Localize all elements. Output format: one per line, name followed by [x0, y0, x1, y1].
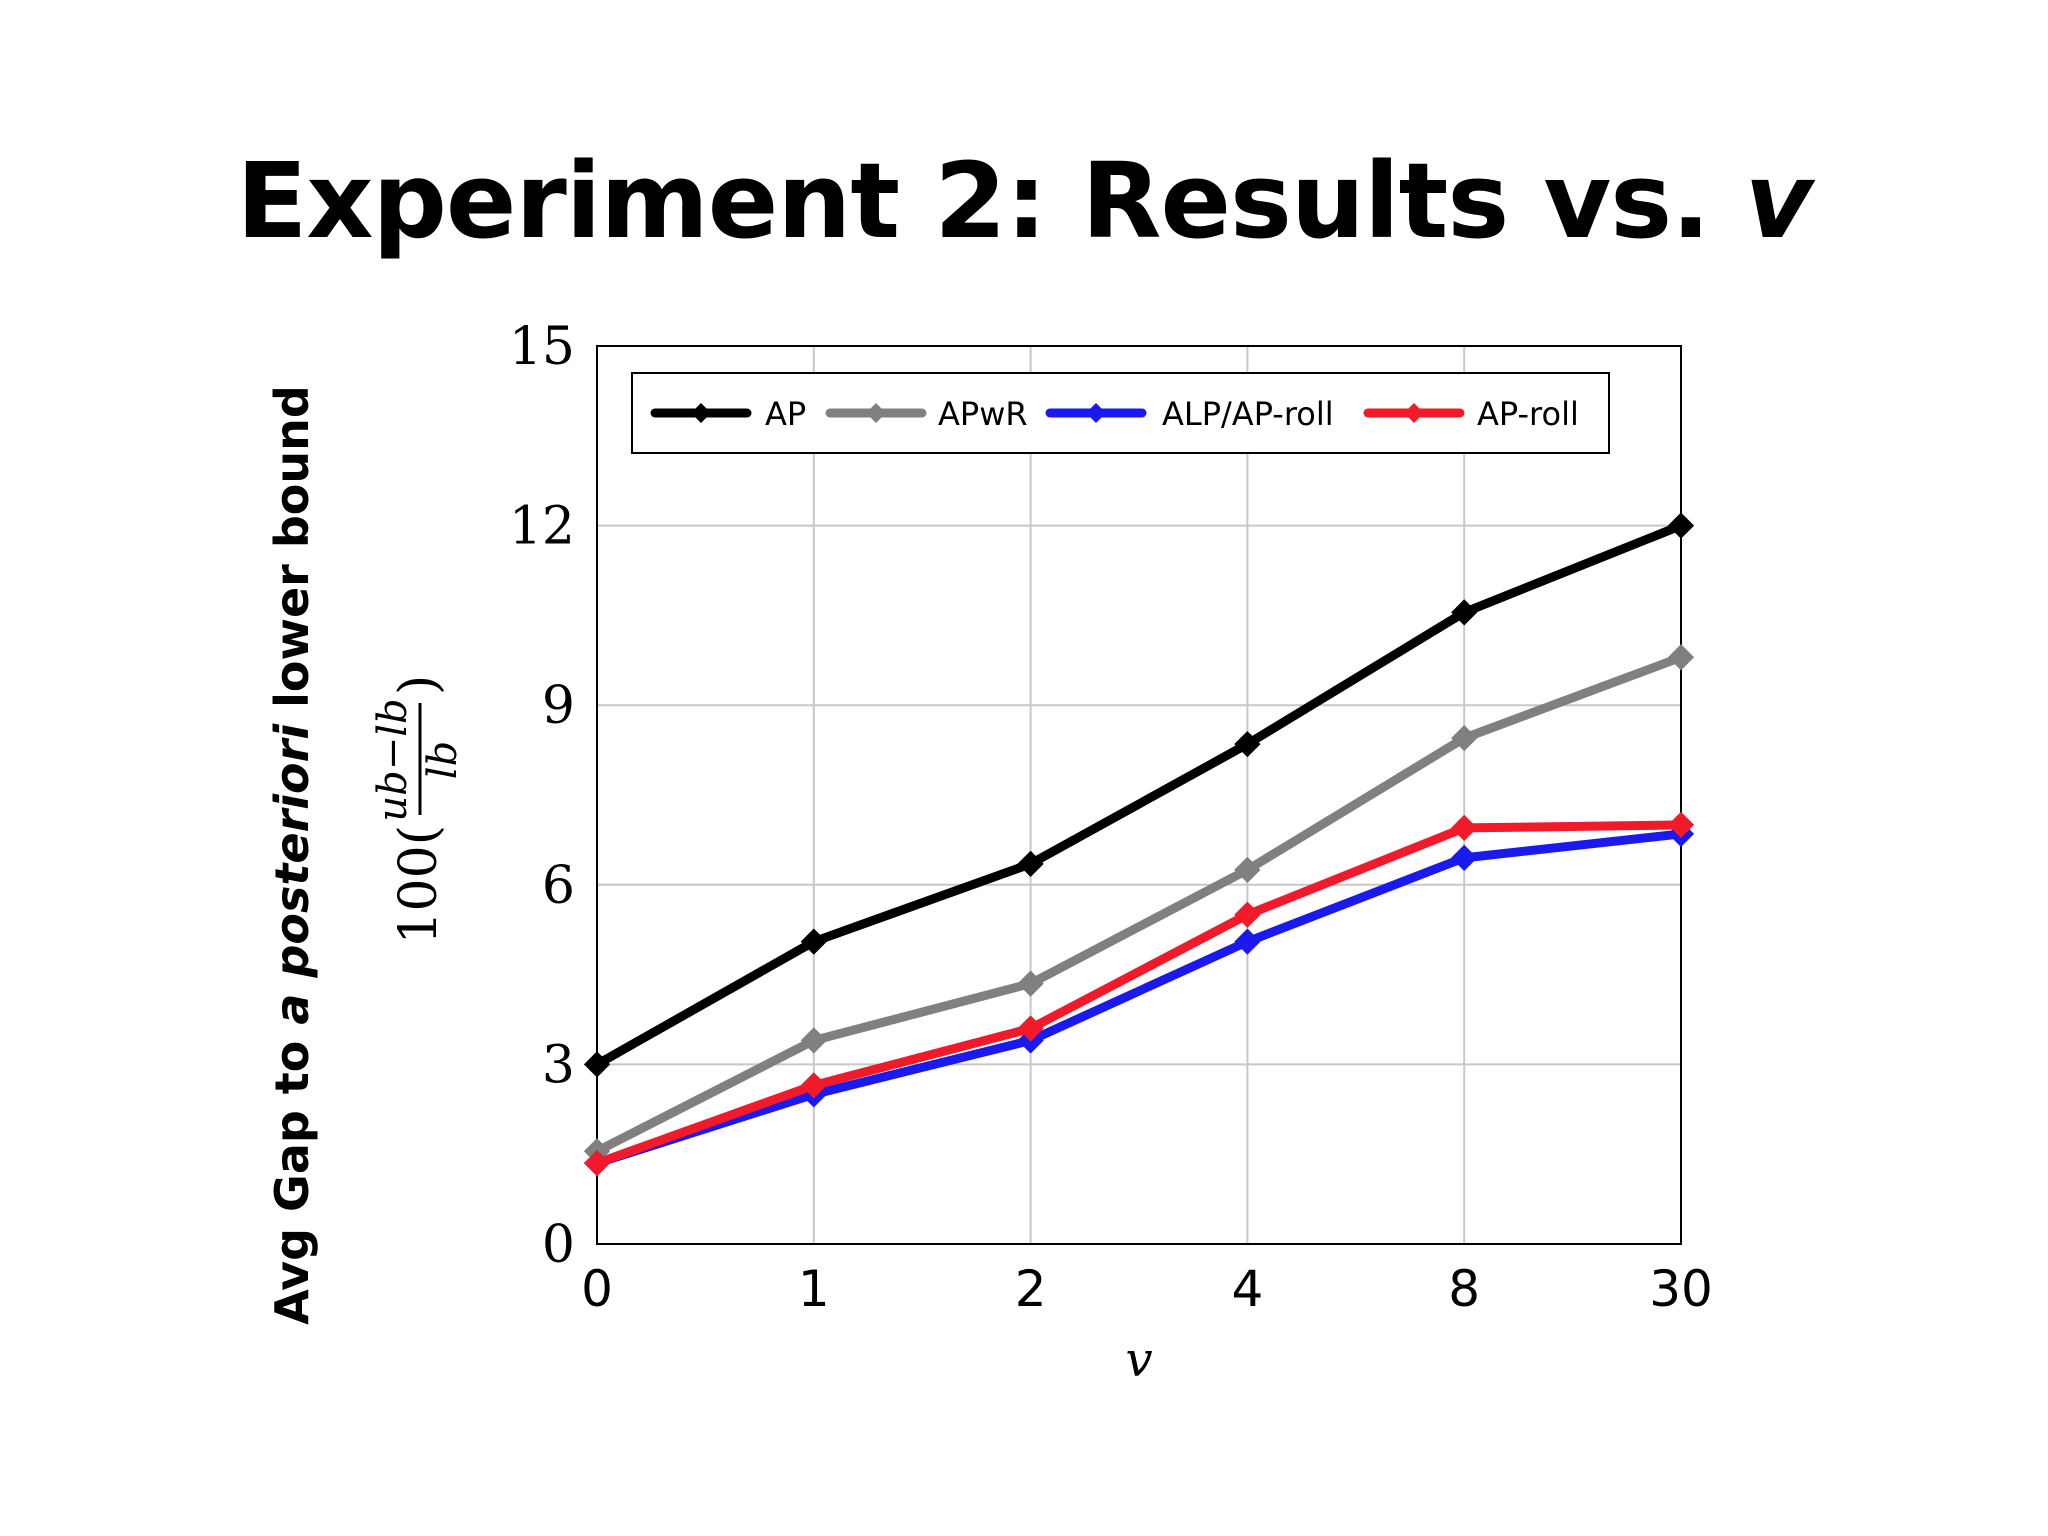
y-tick-label: 0: [542, 1215, 575, 1275]
chart-legend: AP APwR ALP/AP-roll AP-roll: [631, 372, 1610, 454]
x-tick-label: 4: [1231, 1260, 1263, 1318]
series-line-AP-roll: [592, 820, 1686, 1168]
legend-marker: [866, 403, 886, 423]
data-point: [1234, 856, 1261, 883]
legend-label: AP-roll: [1477, 395, 1579, 433]
series-AP-roll: [583, 811, 1695, 1177]
y-tick-label: 9: [542, 676, 575, 736]
x-tick-label: 8: [1448, 1260, 1480, 1318]
x-tick-label: 1: [798, 1260, 830, 1318]
chart-series: [583, 512, 1695, 1177]
series-AP: [583, 512, 1695, 1078]
data-point: [1451, 844, 1478, 871]
legend-marker: [691, 403, 711, 423]
data-point: [1017, 970, 1044, 997]
data-point: [1451, 814, 1478, 842]
x-axis-label: v: [1125, 1332, 1152, 1388]
x-tick-label: 2: [1015, 1260, 1047, 1318]
legend-marker: [1086, 403, 1106, 423]
y-tick-label: 6: [542, 856, 575, 916]
data-point: [800, 928, 827, 955]
data-point: [1017, 850, 1044, 877]
y-axis-label-numerator: ub−lb: [370, 698, 416, 821]
series-ALP/AP-roll: [583, 820, 1695, 1177]
chart-grid: [597, 346, 1681, 1244]
data-point: [800, 1027, 827, 1054]
y-axis-label: 100(ub−lb lb): [370, 675, 466, 945]
plot-frame: [596, 345, 1682, 1245]
y-tick-label: 12: [509, 497, 575, 557]
slide-title: Experiment 2: Results vs. v: [0, 140, 2048, 262]
data-point: [1234, 730, 1261, 758]
data-point: [800, 1072, 827, 1099]
series-line-ALP/AP-roll: [592, 829, 1686, 1168]
y-axis-label-prefix: 100(: [389, 825, 449, 945]
x-tick-labels: 0 1 2 4 8 30: [581, 1260, 1713, 1318]
y-tick-labels: 0 3 6 9 12 15: [509, 317, 575, 1275]
data-point: [1667, 811, 1695, 839]
slide-title-text: Experiment 2: Results vs.: [236, 140, 1745, 262]
data-point: [583, 1150, 611, 1177]
y-axis-label-denominator: lb: [420, 741, 466, 779]
data-point: [1667, 644, 1695, 671]
data-point: [1451, 725, 1478, 752]
x-tick-label: 30: [1649, 1260, 1713, 1318]
y-axis-label-suffix: ): [389, 675, 449, 695]
series-line-APwR: [592, 652, 1686, 1156]
data-point: [583, 1051, 611, 1078]
legend-label: ALP/AP-roll: [1162, 395, 1334, 433]
slide-title-variable: v: [1744, 140, 1813, 262]
series-line-AP: [592, 521, 1686, 1069]
legend-label: AP: [765, 395, 806, 433]
series-APwR: [583, 644, 1695, 1165]
data-point: [1234, 901, 1261, 928]
data-point: [1017, 1015, 1044, 1042]
data-point: [1234, 928, 1261, 955]
legend-marker: [1404, 403, 1424, 423]
data-point: [1667, 512, 1695, 539]
x-tick-label: 0: [581, 1260, 613, 1318]
legend-label: APwR: [938, 395, 1028, 433]
y-tick-label: 15: [509, 317, 575, 377]
data-point: [1451, 599, 1478, 626]
y-tick-label: 3: [542, 1035, 575, 1095]
